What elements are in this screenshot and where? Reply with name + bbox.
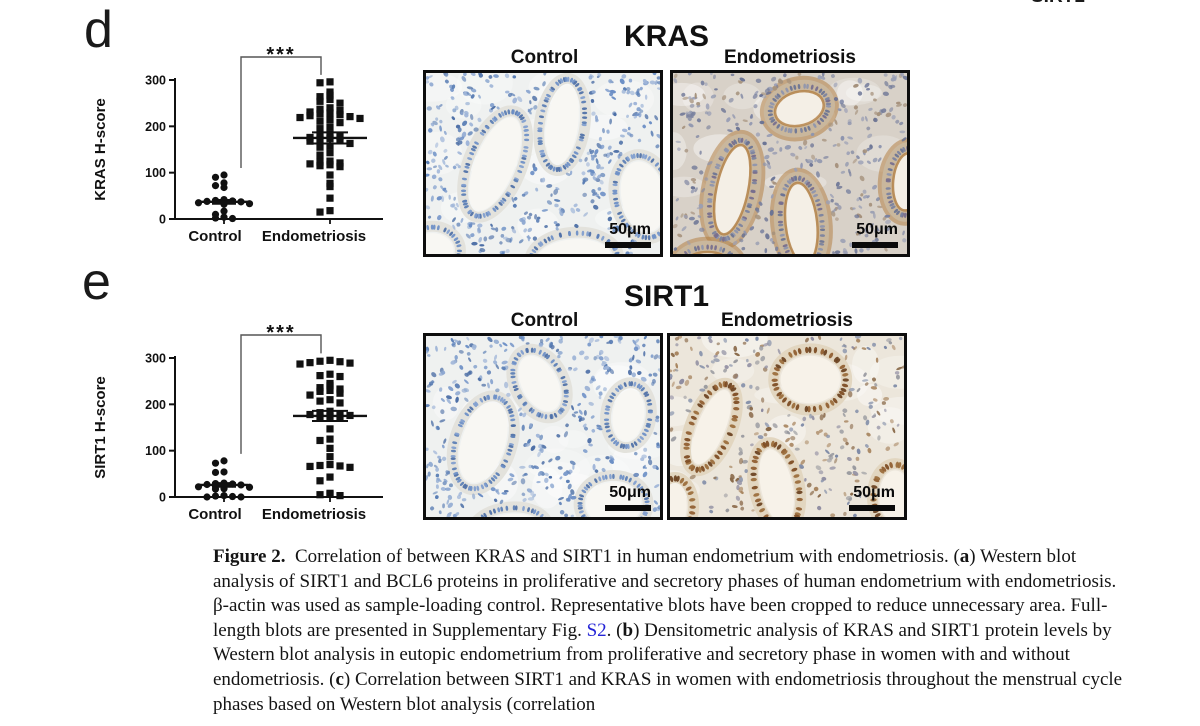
sirt1-endometriosis-micrograph: 50μm — [667, 333, 907, 520]
kras-endometriosis-header: Endometriosis — [724, 47, 856, 68]
caption-bold-text: b — [622, 619, 634, 641]
figure-caption: Figure 2. Correlation of between KRAS an… — [213, 545, 1125, 717]
sirt1-hscore-scatter-plot: 0 100 200 300 SIRT1 H-score *** Control Endomet… — [92, 322, 383, 523]
caption-text: Correlation of between KRAS and SIRT1 in… — [285, 546, 960, 567]
panel-label-e: e — [82, 253, 111, 311]
svg-text:0: 0 — [159, 491, 166, 505]
scale-bar-line — [852, 242, 898, 248]
panel-label-d: d — [84, 1, 113, 59]
scale-bar-label: 50μm — [856, 221, 898, 239]
svg-text:Endometriosis: Endometriosis — [262, 228, 366, 245]
sirt1-endometriosis-tissue-image — [670, 336, 904, 517]
caption-bold-text: Figure 2. — [213, 546, 286, 567]
scale-bar: 50μm — [852, 221, 898, 248]
svg-text:0: 0 — [159, 213, 166, 227]
scale-bar-label: 50μm — [609, 484, 651, 502]
kras-hscore-scatter-plot: 0 100 200 300 KRAS H-score *** Control Endometr… — [92, 44, 383, 245]
svg-text:Control: Control — [188, 506, 241, 523]
kras-control-header: Control — [510, 47, 579, 68]
scale-bar: 50μm — [605, 221, 651, 248]
svg-text:Endometriosis: Endometriosis — [262, 506, 366, 523]
sirt1-control-tissue-image — [426, 336, 660, 517]
svg-text:300: 300 — [145, 74, 166, 88]
supplementary-fig-s2-link[interactable]: S2 — [586, 619, 607, 641]
caption-text: . ( — [606, 619, 623, 641]
sirt1-control-header: Control — [510, 310, 579, 331]
kras-control-tissue-image — [426, 73, 660, 254]
caption-text: ) Correlation between SIRT1 and KRAS in … — [213, 668, 1123, 715]
svg-text:100: 100 — [145, 166, 166, 180]
scale-bar-line — [605, 242, 651, 248]
svg-text:KRAS H-score: KRAS H-score — [92, 98, 109, 201]
svg-text:***: *** — [266, 322, 295, 344]
scale-bar: 50μm — [605, 484, 651, 511]
svg-text:Control: Control — [188, 228, 241, 245]
kras-endometriosis-micrograph: 50μm — [670, 70, 910, 257]
scale-bar: 50μm — [849, 484, 895, 511]
scale-bar-line — [849, 505, 895, 511]
kras-endometriosis-tissue-image — [673, 73, 907, 254]
kras-control-micrograph: 50μm — [423, 70, 663, 257]
svg-text:SIRT1 H-score: SIRT1 H-score — [92, 376, 109, 479]
svg-text:200: 200 — [145, 120, 166, 134]
caption-bold-text: c — [335, 668, 344, 690]
scale-bar-label: 50μm — [609, 221, 651, 239]
svg-text:100: 100 — [145, 444, 166, 458]
kras-micrograph-title: KRAS — [623, 20, 709, 53]
svg-text:200: 200 — [145, 398, 166, 412]
scale-bar-label: 50μm — [853, 484, 895, 502]
caption-bold-text: a — [959, 546, 970, 567]
sirt1-micrograph-title: SIRT1 — [623, 280, 710, 313]
sirt1-endometriosis-header: Endometriosis — [721, 310, 853, 331]
clipped-top-label: SIRT1 — [1031, 0, 1085, 8]
caption-text: ) Western blot analysis of SIRT1 and BCL… — [213, 546, 1117, 641]
scale-bar-line — [605, 505, 651, 511]
caption-text: ) Densitometric analysis of KRAS and SIR… — [213, 619, 1112, 690]
svg-text:300: 300 — [145, 352, 166, 366]
svg-text:***: *** — [266, 44, 295, 66]
sirt1-control-micrograph: 50μm — [423, 333, 663, 520]
